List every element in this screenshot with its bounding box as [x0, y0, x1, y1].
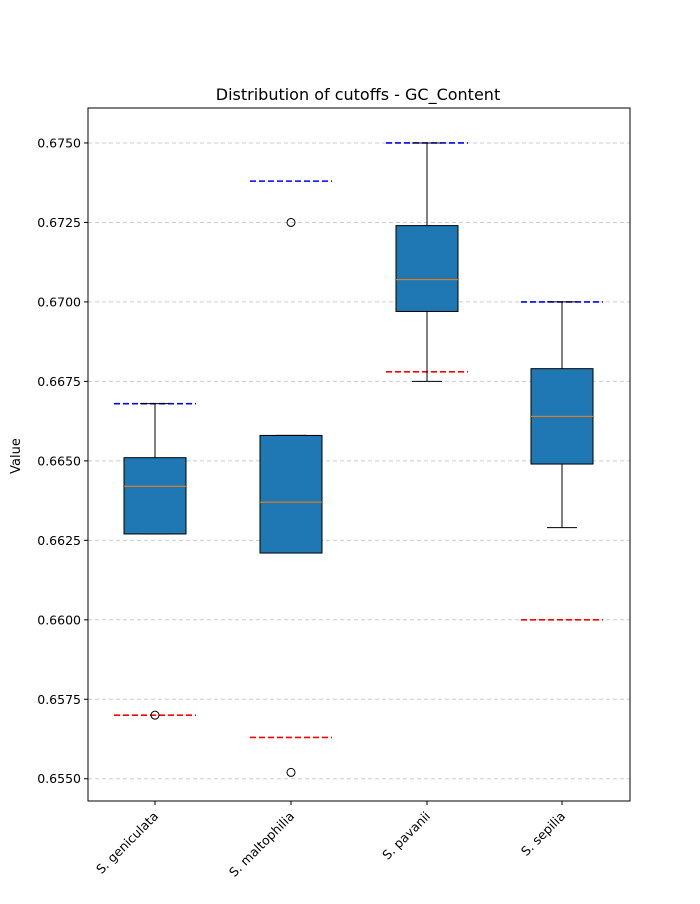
box-iqr [259, 434, 323, 554]
box-group [123, 403, 187, 535]
y-tick-label: 0.6575 [37, 692, 81, 707]
y-axis-label: Value [9, 438, 24, 474]
x-tick-label: S. geniculata [93, 809, 161, 877]
outlier-point [286, 217, 296, 227]
y-tick-label: 0.6650 [37, 453, 81, 468]
outlier-point [150, 710, 160, 720]
x-tick-label: S. maltophilia [226, 809, 297, 880]
y-tick-label: 0.6725 [37, 215, 81, 230]
y-tick-label: 0.6675 [37, 374, 81, 389]
chart-title: Distribution of cutoffs - GC_Content [216, 85, 500, 105]
y-tick-label: 0.6550 [37, 771, 81, 786]
x-axis-ticks: S. geniculata S. maltophilia S. pavanii S. … [93, 801, 568, 880]
y-tick-label: 0.6600 [37, 612, 81, 627]
y-tick-label: 0.6750 [37, 135, 81, 150]
cutoff-lines [114, 142, 603, 739]
boxes [123, 142, 594, 554]
x-tick-label: S. pavanii [379, 809, 433, 863]
outliers [150, 217, 296, 777]
y-axis-ticks: 0.6550 0.6575 0.6600 0.6625 0.6650 0.6675 0.67… [37, 135, 88, 786]
box-group [530, 301, 594, 529]
y-tick-label: 0.6625 [37, 533, 81, 548]
box-iqr [123, 457, 187, 535]
outlier-point [286, 767, 296, 777]
box-group [259, 434, 323, 554]
y-tick-label: 0.6700 [37, 294, 81, 309]
box-group [395, 142, 459, 382]
box-iqr [395, 225, 459, 312]
x-tick-label: S. sepilia [518, 809, 568, 859]
plot-area-frame [87, 107, 631, 802]
